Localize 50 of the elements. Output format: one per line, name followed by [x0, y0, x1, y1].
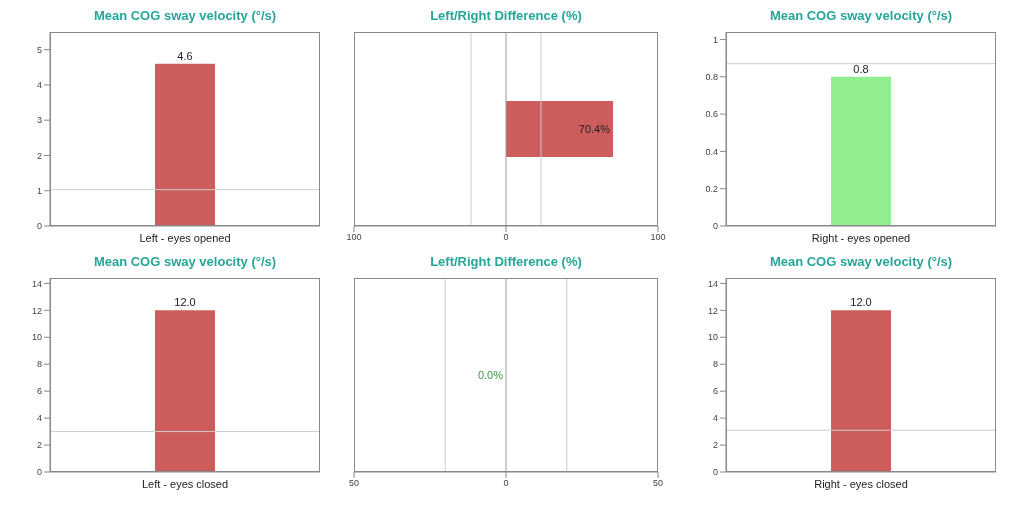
y-tick-label: 12	[31, 305, 42, 316]
y-tick-label: 1	[36, 185, 42, 196]
y-tick-label: 0	[36, 221, 42, 232]
y-tick-label: 0	[36, 467, 42, 478]
y-tick-label: 3	[36, 115, 42, 126]
y-tick-label: 5	[36, 44, 42, 55]
data-label: 70.4%	[578, 122, 611, 135]
y-tick-label: 2	[36, 440, 42, 451]
y-tick-label: 14	[707, 278, 718, 289]
x-tick-label: 0	[503, 478, 509, 489]
chart-title: Mean COG sway velocity (°/s)	[92, 8, 278, 24]
x-tick-label: 100	[346, 232, 362, 243]
y-tick-label: 2	[712, 440, 718, 451]
y-tick-label: 4	[712, 413, 718, 424]
chart-title: Mean COG sway velocity (°/s)	[768, 8, 954, 24]
y-tick-label: 6	[712, 386, 718, 397]
y-tick-label: 0.6	[705, 109, 718, 120]
y-tick-label: 8	[712, 359, 718, 370]
y-tick-label: 0	[712, 221, 718, 232]
y-tick-label: 1	[712, 34, 718, 45]
chart-title: Left/Right Difference (%)	[429, 254, 583, 270]
x-tick-label: 50	[652, 478, 664, 489]
data-label: 0.8	[853, 62, 869, 75]
chart-title: Mean COG sway velocity (°/s)	[92, 254, 278, 270]
y-tick-label: 0	[712, 467, 718, 478]
data-label: 4.6	[177, 49, 193, 62]
y-tick-label: 0.8	[705, 71, 718, 82]
data-label: 0.0%	[477, 368, 504, 381]
x-tick-label: 100	[650, 232, 666, 243]
x-tick-label: Left - eyes opened	[139, 231, 231, 244]
chart-title: Mean COG sway velocity (°/s)	[768, 254, 954, 270]
y-tick-label: 10	[31, 332, 42, 343]
x-tick-label: Right - eyes opened	[811, 231, 911, 244]
y-tick-label: 2	[36, 150, 42, 161]
y-tick-label: 0.4	[705, 146, 718, 157]
data-label: 12.0	[850, 296, 872, 309]
y-tick-label: 10	[707, 332, 718, 343]
y-tick-label: 4	[36, 413, 42, 424]
y-tick-label: 12	[707, 305, 718, 316]
x-tick-label: 50	[348, 478, 360, 489]
y-tick-label: 14	[31, 278, 42, 289]
y-tick-label: 6	[36, 386, 42, 397]
x-tick-label: 0	[503, 232, 509, 243]
x-tick-label: Right - eyes closed	[814, 477, 908, 490]
x-tick-label: Left - eyes closed	[141, 477, 229, 490]
chart-title: Left/Right Difference (%)	[429, 8, 583, 24]
y-tick-label: 8	[36, 359, 42, 370]
data-label: 12.0	[174, 296, 196, 309]
y-tick-label: 0.2	[705, 183, 718, 194]
y-tick-label: 4	[36, 80, 42, 91]
